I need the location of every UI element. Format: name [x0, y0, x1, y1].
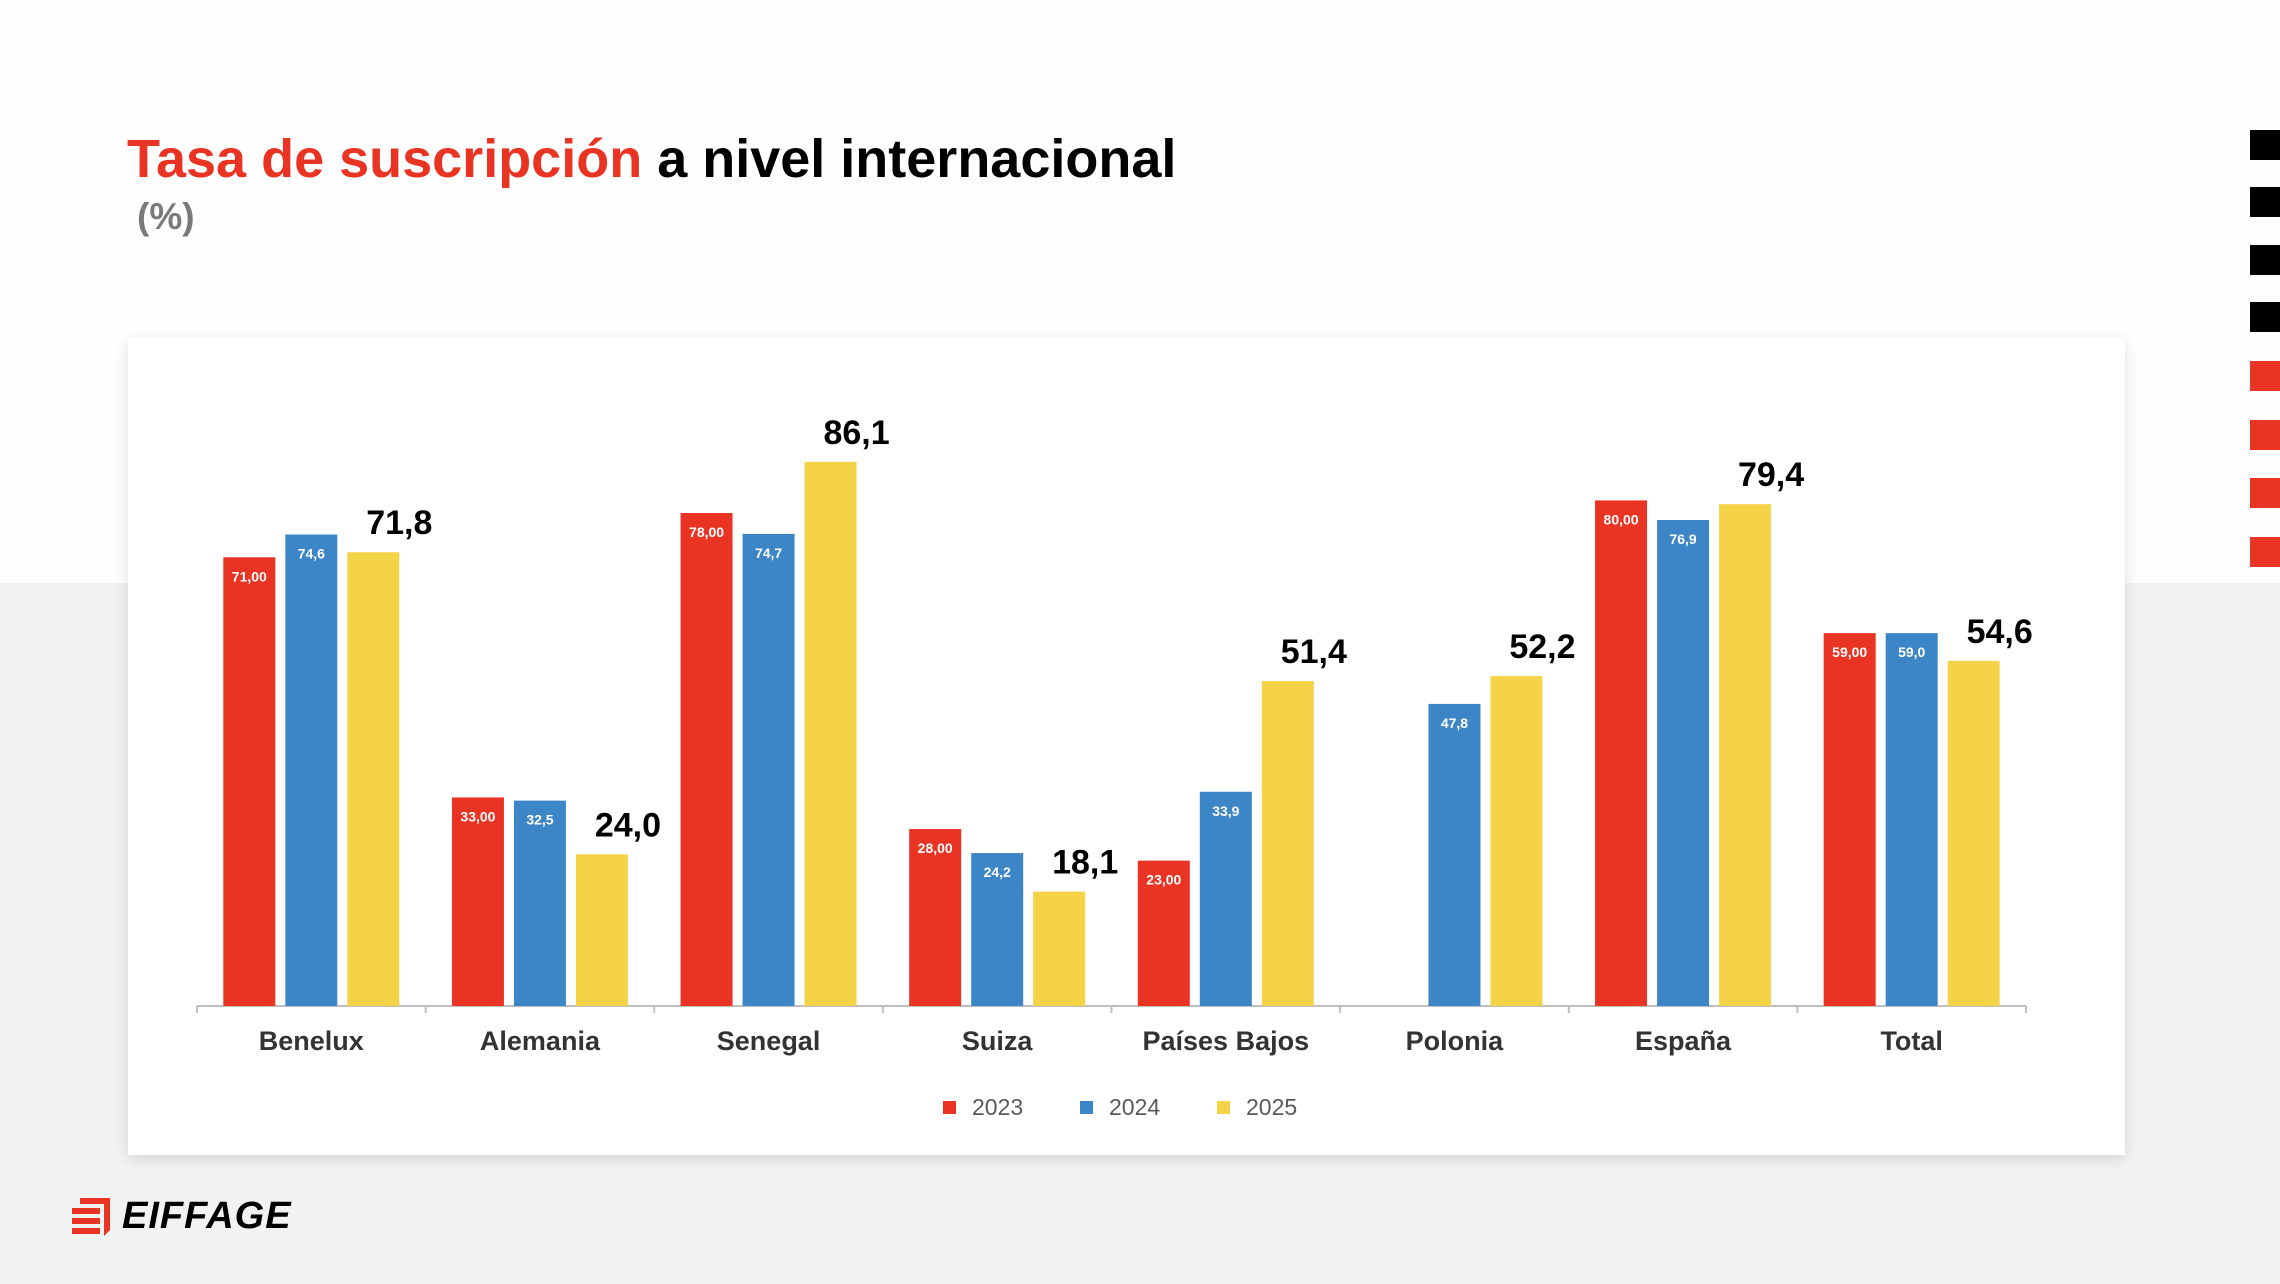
data-label-2024: 76,9 [1669, 531, 1696, 547]
data-label-2025: 79,4 [1738, 456, 1804, 494]
decor-square [2250, 420, 2280, 450]
title-rest: a nivel internacional [642, 129, 1177, 189]
decor-square [2250, 245, 2280, 275]
category-label: Suiza [962, 1026, 1034, 1056]
eiffage-logo-icon [72, 1197, 110, 1236]
bar-2025 [575, 854, 628, 1006]
category-label: Alemania [480, 1026, 601, 1056]
page-subtitle: (%) [137, 196, 195, 237]
data-label-2024: 47,8 [1441, 715, 1468, 731]
data-label-2024: 32,5 [526, 812, 553, 828]
eiffage-logo: EIFFAGE [72, 1195, 292, 1238]
data-label-2023: 78,00 [689, 524, 724, 540]
page-title: Tasa de suscripción a nivel internaciona… [127, 128, 1176, 190]
title-highlight: Tasa de suscripción [127, 129, 643, 189]
data-label-2024: 74,7 [755, 545, 782, 561]
data-label-2023: 28,00 [918, 840, 953, 856]
data-label-2023: 80,00 [1604, 511, 1639, 527]
bar-2023 [223, 557, 276, 1006]
category-label: España [1635, 1026, 1732, 1056]
legend-swatch-2023 [943, 1101, 956, 1114]
data-label-2023: 71,00 [232, 568, 267, 584]
data-label-2024: 24,2 [984, 864, 1011, 880]
data-label-2023: 23,00 [1146, 872, 1181, 888]
bar-2023 [1595, 500, 1648, 1006]
bar-2024 [1657, 519, 1710, 1006]
data-label-2025: 24,0 [595, 806, 661, 844]
decor-square [2250, 302, 2280, 332]
decor-square [2250, 537, 2280, 567]
bar-2023 [1823, 633, 1876, 1006]
category-label: Senegal [717, 1026, 821, 1056]
legend-label-2023: 2023 [972, 1094, 1023, 1120]
data-label-2025: 54,6 [1967, 613, 2033, 651]
data-label-2024: 74,6 [298, 546, 325, 562]
data-label-2023: 33,00 [460, 808, 495, 824]
category-label: Países Bajos [1143, 1026, 1310, 1056]
data-label-2025: 86,1 [823, 414, 889, 452]
bar-2024 [1199, 791, 1252, 1006]
data-label-2023: 59,00 [1832, 644, 1867, 660]
bar-2024 [1428, 703, 1481, 1006]
bar-2024 [742, 533, 795, 1006]
data-label-2025: 71,8 [366, 504, 432, 542]
bar-2024 [513, 800, 566, 1006]
bar-2025 [1033, 891, 1086, 1006]
data-label-2025: 18,1 [1052, 844, 1118, 882]
logo-text: EIFFAGE [122, 1195, 292, 1237]
bar-2023 [909, 829, 962, 1006]
data-label-2024: 59,0 [1898, 644, 1925, 660]
bar-2025 [347, 552, 400, 1006]
bar-2024 [971, 853, 1024, 1006]
legend-label-2024: 2024 [1109, 1094, 1160, 1120]
bar-2025 [1490, 676, 1543, 1006]
data-label-2024: 33,9 [1212, 803, 1239, 819]
decor-square [2250, 187, 2280, 217]
data-label-2025: 51,4 [1281, 633, 1347, 671]
bar-2025 [1719, 504, 1772, 1006]
category-label: Benelux [259, 1026, 364, 1056]
bar-chart: 71,00 74,6 71,8 Benelux 33,00 32,5 24,0 Alemani… [196, 414, 2033, 1120]
bar-2023 [1137, 860, 1190, 1006]
legend-swatch-2024 [1080, 1101, 1093, 1114]
bar-2023 [680, 513, 733, 1006]
legend-label-2025: 2025 [1246, 1094, 1297, 1120]
bar-2025 [1261, 681, 1314, 1006]
decor-square [2250, 130, 2280, 160]
decor-square [2250, 478, 2280, 508]
bar-2025 [804, 461, 857, 1006]
category-label: Polonia [1406, 1026, 1504, 1056]
chart-card: 71,00 74,6 71,8 Benelux 33,00 32,5 24,0 Alemani… [128, 338, 2125, 1155]
legend-swatch-2025 [1217, 1101, 1230, 1114]
bar-2025 [1947, 660, 2000, 1006]
bar-2023 [451, 797, 504, 1006]
data-label-2025: 52,2 [1509, 628, 1575, 666]
bar-2024 [285, 534, 338, 1006]
bar-2024 [1885, 633, 1938, 1006]
decor-square [2250, 361, 2280, 391]
category-label: Total [1880, 1026, 1943, 1056]
